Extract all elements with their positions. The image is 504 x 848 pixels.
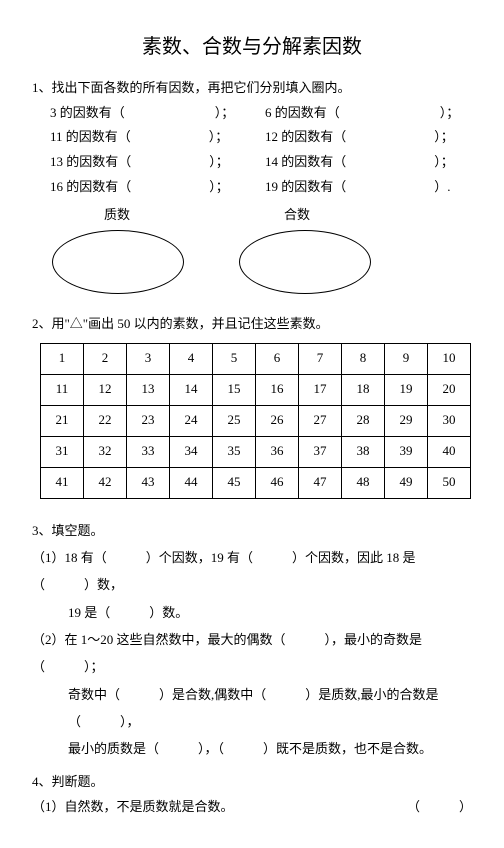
grid-cell[interactable]: 1: [41, 343, 84, 374]
composite-oval[interactable]: [239, 230, 371, 294]
grid-cell[interactable]: 3: [127, 343, 170, 374]
grid-cell[interactable]: 25: [213, 405, 256, 436]
q3-i1a: （1）18 有（ ）个因数，19 有（ ）个因数，因此 18 是（ ）数，: [32, 544, 472, 599]
grid-cell[interactable]: 33: [127, 436, 170, 467]
q1-r0-right-close: ）；: [440, 101, 460, 126]
grid-cell[interactable]: 6: [256, 343, 299, 374]
grid-cell[interactable]: 39: [385, 436, 428, 467]
q1-r3-left-close: ）；: [209, 175, 229, 200]
q1-r2-right-label: 14 的因数有（: [265, 150, 346, 175]
grid-cell[interactable]: 7: [299, 343, 342, 374]
q1-r0-left-close: ）；: [215, 101, 235, 126]
grid-cell[interactable]: 37: [299, 436, 342, 467]
q3-i2a: （2）在 1～20 这些自然数中，最大的偶数（ ），最小的奇数是（ ）；: [32, 626, 472, 681]
grid-cell[interactable]: 22: [84, 405, 127, 436]
grid-cell[interactable]: 12: [84, 374, 127, 405]
q3-i2b: 奇数中（ ）是合数,偶数中（ ）是质数,最小的合数是（ ），: [68, 681, 472, 736]
grid-cell[interactable]: 29: [385, 405, 428, 436]
grid-cell[interactable]: 8: [342, 343, 385, 374]
grid-cell[interactable]: 28: [342, 405, 385, 436]
q1-r2-right-close: ）；: [434, 150, 454, 175]
grid-cell[interactable]: 26: [256, 405, 299, 436]
grid-cell[interactable]: 38: [342, 436, 385, 467]
grid-cell[interactable]: 31: [41, 436, 84, 467]
q1-r1-right-label: 12 的因数有（: [265, 125, 346, 150]
grid-cell[interactable]: 46: [256, 467, 299, 498]
grid-cell[interactable]: 32: [84, 436, 127, 467]
q4-i1-text: （1）自然数，不是质数就是合数。: [32, 795, 392, 820]
q1-r3-right-label: 19 的因数有（: [265, 175, 346, 200]
grid-cell[interactable]: 15: [213, 374, 256, 405]
grid-cell[interactable]: 4: [170, 343, 213, 374]
q1-r3-right-close: ）.: [434, 175, 450, 200]
grid-cell[interactable]: 40: [428, 436, 471, 467]
oval-left-label: 质数: [72, 203, 162, 228]
grid-cell[interactable]: 41: [41, 467, 84, 498]
q3-i2c: 最小的质数是（ ），（ ）既不是质数，也不是合数。: [68, 735, 472, 762]
grid-cell[interactable]: 10: [428, 343, 471, 374]
grid-cell[interactable]: 43: [127, 467, 170, 498]
grid-cell[interactable]: 44: [170, 467, 213, 498]
grid-cell[interactable]: 49: [385, 467, 428, 498]
grid-cell[interactable]: 36: [256, 436, 299, 467]
grid-cell[interactable]: 11: [41, 374, 84, 405]
grid-cell[interactable]: 16: [256, 374, 299, 405]
q4-i1-paren[interactable]: （ ）: [392, 795, 472, 820]
q1-r1-left-label: 11 的因数有（: [50, 125, 131, 150]
grid-cell[interactable]: 21: [41, 405, 84, 436]
q1-r3-left-label: 16 的因数有（: [50, 175, 131, 200]
grid-cell[interactable]: 42: [84, 467, 127, 498]
q1-r1-left-close: ）；: [209, 125, 229, 150]
grid-cell[interactable]: 24: [170, 405, 213, 436]
grid-cell[interactable]: 34: [170, 436, 213, 467]
q3-i1b: 19 是（ ）数。: [68, 599, 472, 626]
grid-cell[interactable]: 27: [299, 405, 342, 436]
grid-cell[interactable]: 17: [299, 374, 342, 405]
q1-r2-left-label: 13 的因数有（: [50, 150, 131, 175]
q3-stem: 3、填空题。: [32, 517, 472, 544]
grid-cell[interactable]: 5: [213, 343, 256, 374]
grid-cell[interactable]: 35: [213, 436, 256, 467]
grid-cell[interactable]: 13: [127, 374, 170, 405]
grid-cell[interactable]: 45: [213, 467, 256, 498]
grid-cell[interactable]: 2: [84, 343, 127, 374]
grid-cell[interactable]: 50: [428, 467, 471, 498]
grid-cell[interactable]: 20: [428, 374, 471, 405]
q4-stem: 4、判断题。: [32, 770, 472, 795]
grid-cell[interactable]: 47: [299, 467, 342, 498]
grid-cell[interactable]: 9: [385, 343, 428, 374]
grid-cell[interactable]: 14: [170, 374, 213, 405]
q1-r0-left-label: 3 的因数有（: [50, 101, 125, 126]
q1-r0-right-label: 6 的因数有（: [265, 101, 340, 126]
oval-right-label: 合数: [252, 203, 342, 228]
q1-r2-left-close: ）；: [209, 150, 229, 175]
grid-cell[interactable]: 30: [428, 405, 471, 436]
number-grid[interactable]: 1 2 3 4 5 6 7 8 9 10 11 12 13 14 15 16 1…: [40, 343, 471, 499]
q1-stem: 1、找出下面各数的所有因数，再把它们分别填入圈内。: [32, 76, 472, 101]
grid-cell[interactable]: 18: [342, 374, 385, 405]
grid-cell[interactable]: 19: [385, 374, 428, 405]
page-title: 素数、合数与分解素因数: [32, 28, 472, 66]
prime-oval[interactable]: [52, 230, 184, 294]
grid-cell[interactable]: 23: [127, 405, 170, 436]
q2-stem: 2、用"△"画出 50 以内的素数，并且记住这些素数。: [32, 312, 472, 337]
q1-r1-right-close: ）；: [434, 125, 454, 150]
grid-cell[interactable]: 48: [342, 467, 385, 498]
